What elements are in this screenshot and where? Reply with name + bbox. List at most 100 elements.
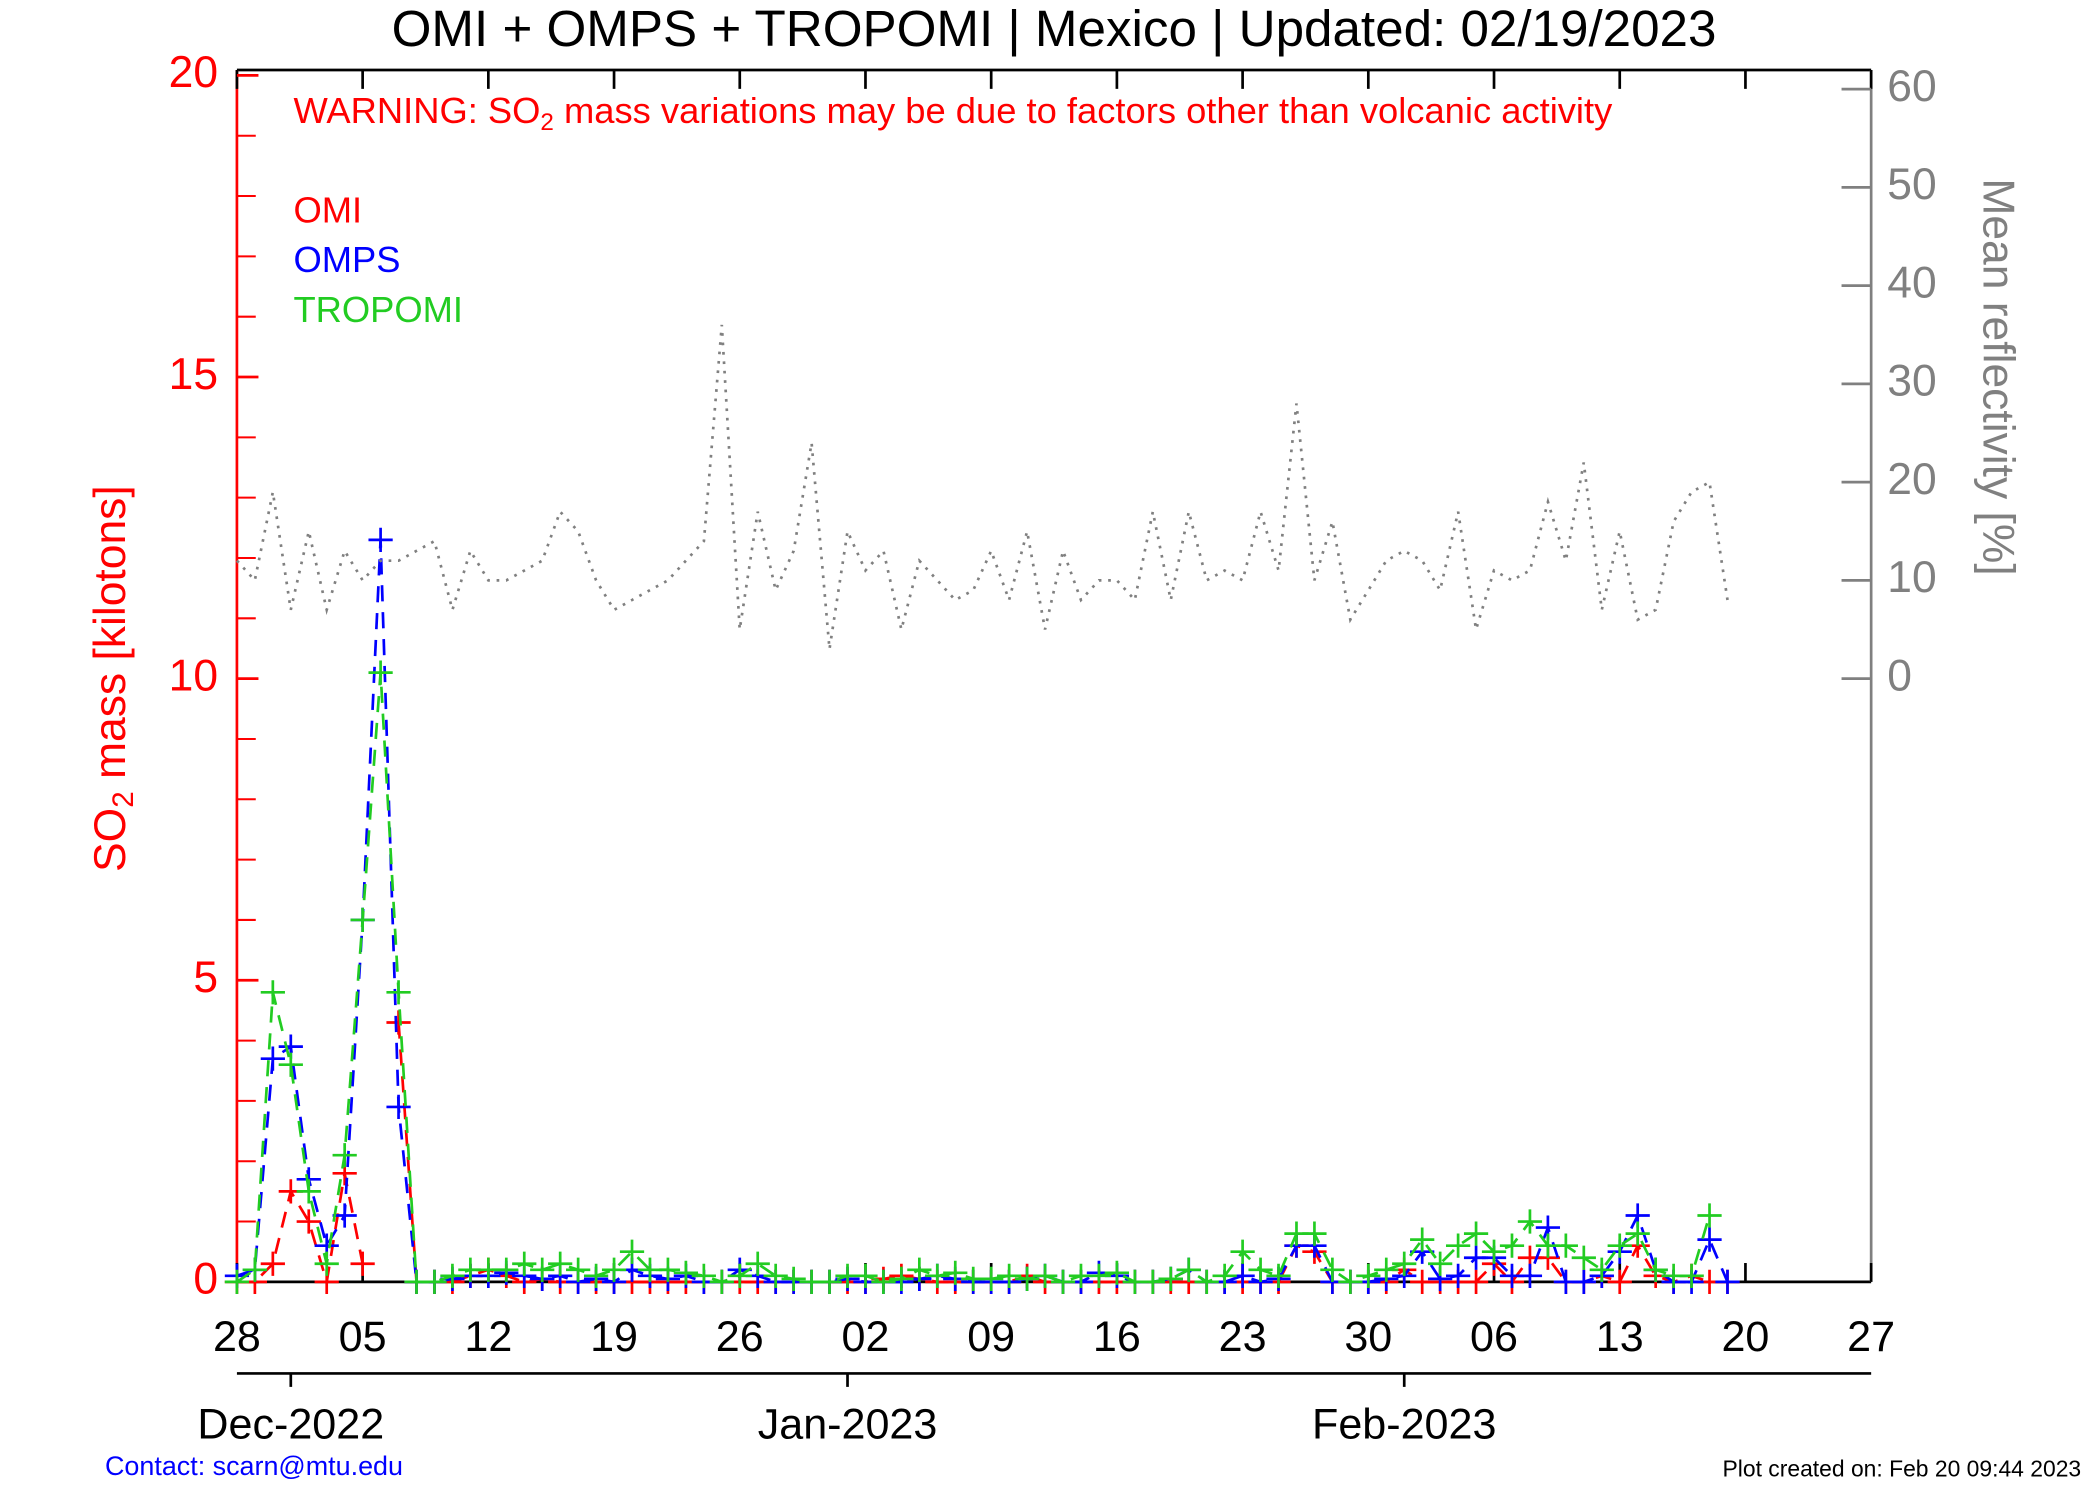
data-point (1140, 1269, 1165, 1294)
y2-tick-label: 10 (1887, 553, 1936, 602)
data-point (1032, 1263, 1058, 1288)
data-point (763, 1263, 788, 1288)
y-axis-label-text: SO (86, 808, 135, 872)
data-point (655, 1257, 681, 1282)
contact: Contact: scarn@mtu.edu (105, 1451, 403, 1481)
y-tick-label: 0 (193, 1255, 218, 1304)
data-point (1643, 1257, 1668, 1282)
data-point (368, 527, 393, 553)
legend-label: OMI (293, 189, 362, 230)
y-axis-label-subscript: 2 (107, 791, 140, 807)
warning-subscript: 2 (540, 109, 553, 136)
data-point (1158, 1266, 1183, 1291)
data-point (512, 1251, 537, 1276)
data-point (1553, 1233, 1578, 1258)
y2-tick-label: 60 (1887, 62, 1936, 111)
x-tick-label: 05 (339, 1313, 387, 1361)
data-point (548, 1251, 573, 1276)
data-point (1463, 1269, 1489, 1294)
data-point (386, 980, 411, 1005)
data-point (332, 1203, 357, 1228)
data-point (997, 1263, 1022, 1288)
data-point (817, 1269, 842, 1294)
y-axis-label: SO2 mass [kilotons] (86, 485, 140, 872)
data-point (601, 1257, 627, 1282)
data-point (691, 1263, 716, 1288)
data-point (224, 1269, 250, 1294)
x-tick-label: 02 (842, 1313, 890, 1361)
data-point (278, 1052, 303, 1077)
data-point (1571, 1269, 1596, 1294)
legend-label: OMPS (293, 239, 400, 280)
y-tick-label: 5 (193, 953, 218, 1002)
month-label: Jan-2023 (758, 1401, 938, 1449)
x-tick-label: 16 (1093, 1313, 1141, 1361)
x-tick-label: 28 (213, 1313, 261, 1361)
data-point (332, 1143, 357, 1168)
data-point (260, 980, 285, 1005)
data-point (1230, 1239, 1255, 1264)
data-point (853, 1263, 878, 1288)
x-tick-label: 12 (464, 1313, 512, 1361)
data-point (1374, 1257, 1399, 1282)
warning-text: WARNING: SO (293, 90, 540, 131)
data-point (1050, 1269, 1076, 1294)
x-tick-label: 30 (1344, 1313, 1392, 1361)
chart-title: OMI + OMPS + TROPOMI | Mexico | Updated:… (392, 0, 1717, 57)
data-point (350, 907, 375, 933)
x-tick-label: 06 (1470, 1313, 1518, 1361)
data-point (583, 1263, 609, 1288)
y2-tick-label: 40 (1887, 258, 1936, 307)
data-point (727, 1263, 752, 1288)
data-point (1571, 1245, 1596, 1270)
data-point (386, 1094, 411, 1120)
data-point (1248, 1257, 1273, 1282)
data-point (386, 1010, 411, 1035)
data-point (1266, 1263, 1291, 1288)
data-point (979, 1266, 1004, 1291)
data-point (1392, 1251, 1417, 1276)
data-point (440, 1263, 465, 1288)
data-point (368, 660, 393, 685)
data-point (1014, 1266, 1040, 1291)
y2-tick-label: 20 (1887, 455, 1936, 504)
y2-tick-label: 50 (1887, 160, 1936, 209)
data-point (1499, 1233, 1525, 1258)
data-point (871, 1269, 896, 1294)
data-point (1607, 1269, 1632, 1294)
reflectivity-line (235, 324, 1729, 650)
data-point (745, 1251, 770, 1276)
data-point (566, 1257, 591, 1282)
legend-label: TROPOMI (293, 289, 463, 330)
data-point (1481, 1239, 1507, 1264)
x-tick-label: 23 (1219, 1313, 1267, 1361)
data-point (1445, 1263, 1471, 1288)
data-point (1212, 1263, 1237, 1288)
data-point (1679, 1263, 1704, 1288)
warning: WARNING: SO2 mass variations may be due … (293, 90, 1613, 137)
data-point (1086, 1263, 1112, 1288)
y-tick-label: 10 (169, 651, 218, 700)
created-note: Plot created on: Feb 20 09:44 2023 (1723, 1455, 2082, 1481)
data-point (1445, 1233, 1471, 1258)
data-point (1715, 1269, 1740, 1294)
data-point (1194, 1269, 1219, 1294)
warning-text: mass variations may be due to factors ot… (554, 90, 1613, 131)
data-point (422, 1269, 447, 1294)
data-point (1104, 1260, 1130, 1285)
data-point (1356, 1263, 1381, 1288)
x-tick-label: 27 (1847, 1313, 1895, 1361)
data-point (1302, 1221, 1327, 1246)
data-point (314, 1251, 339, 1276)
data-point (619, 1239, 645, 1264)
y2-tick-label: 30 (1887, 357, 1936, 406)
data-point (296, 1209, 321, 1234)
data-point (260, 1251, 285, 1276)
x-tick-label: 20 (1721, 1313, 1769, 1361)
x-tick-label: 19 (590, 1313, 638, 1361)
data-point (1338, 1269, 1363, 1294)
data-point (296, 1179, 321, 1204)
data-point (1697, 1203, 1722, 1228)
data-point (925, 1263, 950, 1288)
